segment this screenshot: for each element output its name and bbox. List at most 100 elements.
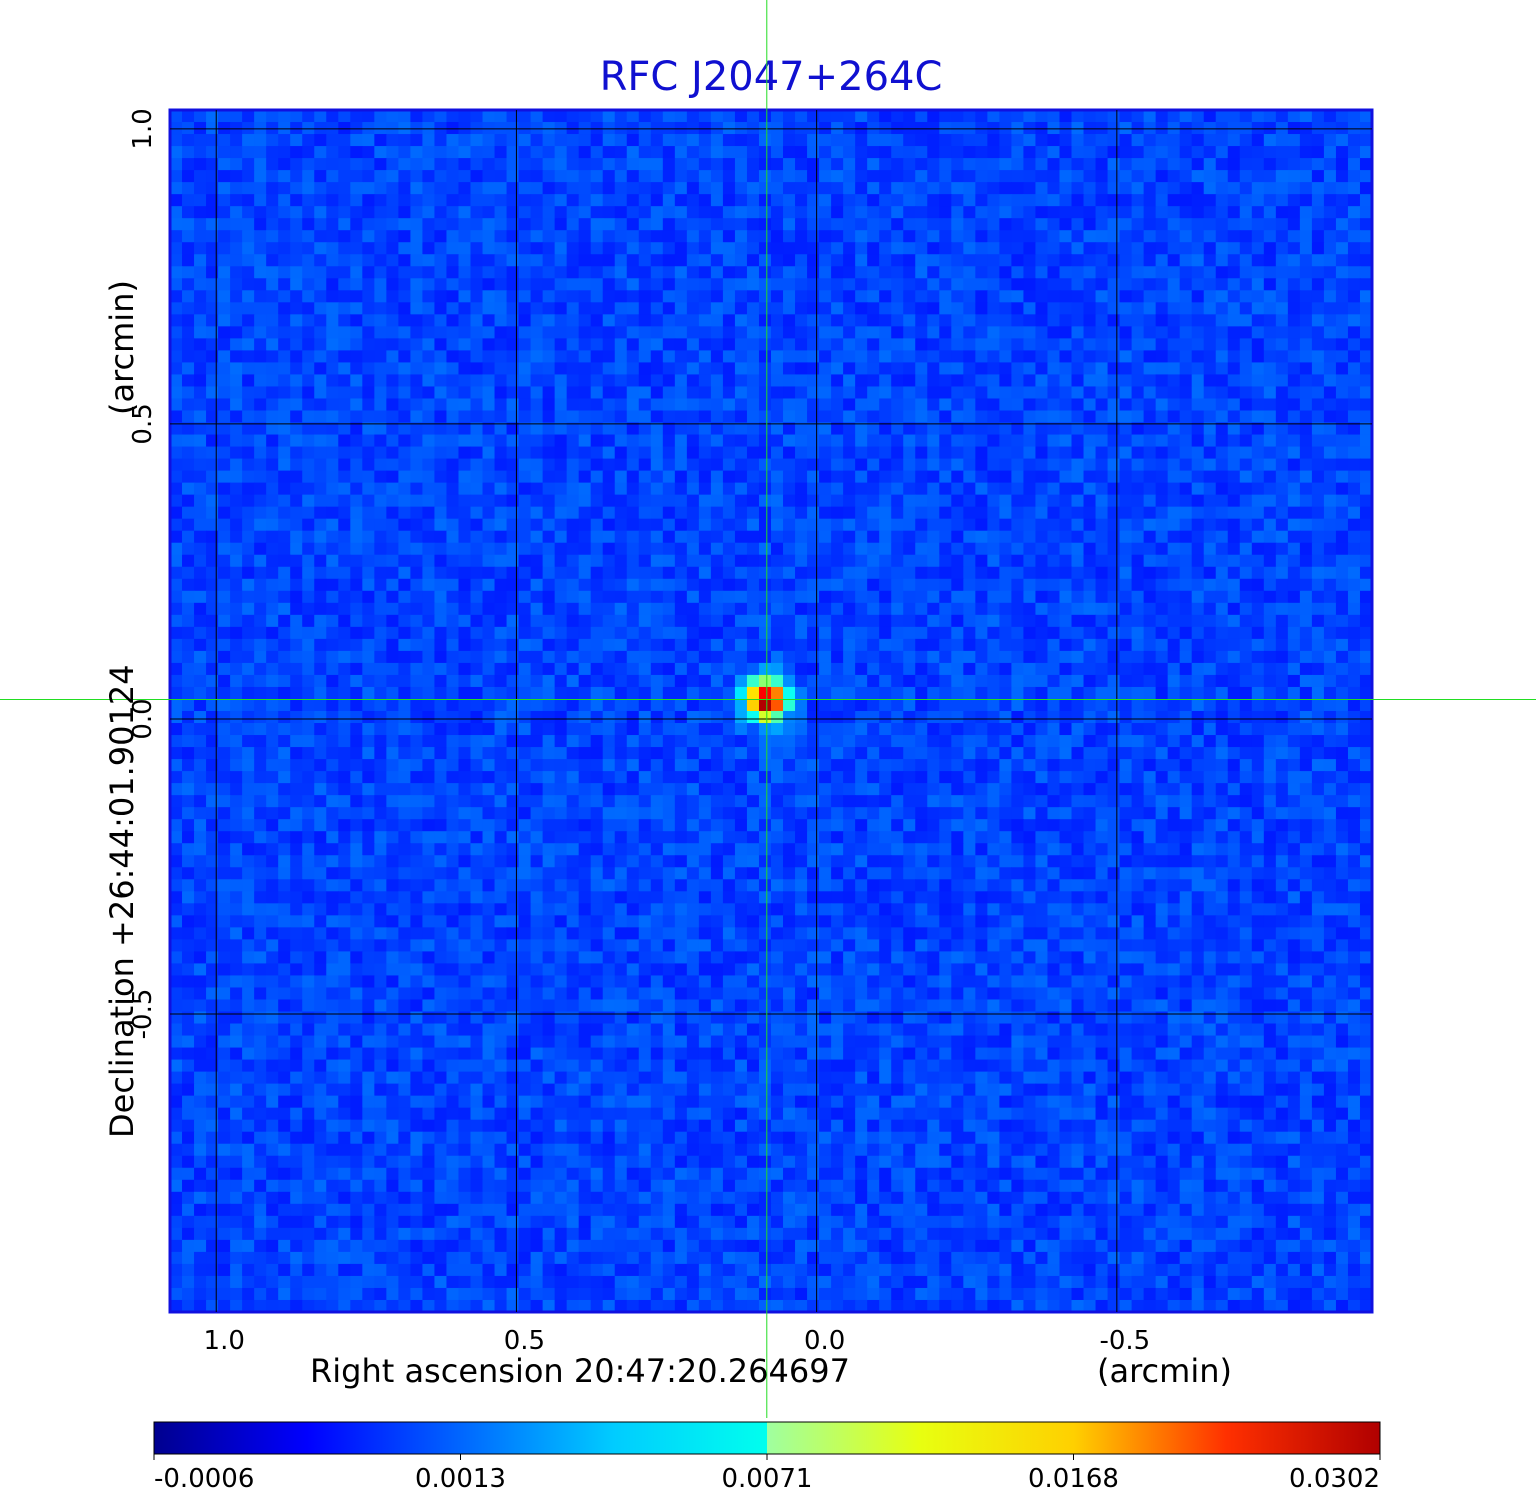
heatmap-cell <box>951 686 964 700</box>
heatmap-cell <box>326 506 339 520</box>
heatmap-cell <box>987 530 1000 544</box>
heatmap-cell <box>1239 626 1253 640</box>
heatmap-cell <box>314 134 327 147</box>
heatmap-cell <box>1167 626 1181 640</box>
heatmap-cell <box>795 122 808 135</box>
heatmap-cell <box>230 362 243 376</box>
heatmap-cell <box>891 230 904 243</box>
heatmap-cell <box>518 122 532 135</box>
heatmap-cell <box>446 266 460 279</box>
heatmap-cell <box>1131 110 1145 123</box>
heatmap-cell <box>867 578 880 592</box>
heatmap-cell <box>650 158 664 171</box>
heatmap-cell <box>1155 686 1169 700</box>
heatmap-cell <box>542 278 556 291</box>
heatmap-cell <box>1167 554 1181 568</box>
heatmap-cell <box>518 410 532 424</box>
heatmap-cell <box>242 110 255 123</box>
heatmap-cell <box>855 530 868 544</box>
heatmap-cell <box>542 158 556 171</box>
heatmap-cell <box>350 218 363 231</box>
heatmap-cell <box>698 206 712 219</box>
heatmap-cell <box>939 590 952 604</box>
heatmap-cell <box>1239 218 1253 231</box>
heatmap-cell <box>434 662 448 676</box>
heatmap-cell <box>194 230 207 243</box>
heatmap-cell <box>386 506 399 520</box>
heatmap-cell <box>566 602 580 616</box>
heatmap-cell <box>819 122 832 135</box>
heatmap-cell <box>1347 686 1361 700</box>
heatmap-cell <box>326 146 339 159</box>
heatmap-cell <box>1023 590 1037 604</box>
heatmap-cell <box>1335 338 1349 351</box>
heatmap-cell <box>795 182 808 195</box>
heatmap-cell <box>470 518 484 532</box>
heatmap-cell <box>398 650 411 664</box>
heatmap-cell <box>1011 566 1025 580</box>
heatmap-cell <box>807 674 820 688</box>
heatmap-cell <box>650 422 664 436</box>
heatmap-cell <box>506 302 520 315</box>
heatmap-cell <box>302 530 315 544</box>
heatmap-cell <box>350 158 363 171</box>
heatmap-cell <box>662 362 676 376</box>
heatmap-cell <box>446 602 460 616</box>
heatmap-cell <box>326 458 339 472</box>
heatmap-cell <box>326 566 339 580</box>
heatmap-cell <box>206 434 219 448</box>
heatmap-cell <box>867 662 880 676</box>
heatmap-cell <box>578 518 592 532</box>
heatmap-cell <box>398 566 411 580</box>
heatmap-cell <box>1347 626 1361 640</box>
heatmap-cell <box>1155 206 1169 219</box>
heatmap-cell <box>939 386 952 400</box>
heatmap-cell <box>915 422 928 436</box>
heatmap-cell <box>482 266 496 279</box>
heatmap-cell <box>254 518 267 532</box>
heatmap-cell <box>734 614 748 628</box>
heatmap-cell <box>1035 266 1049 279</box>
heatmap-cell <box>1263 254 1277 267</box>
heatmap-image <box>170 110 1372 1312</box>
heatmap-cell <box>1035 674 1049 688</box>
heatmap-cell <box>722 614 736 628</box>
heatmap-cell <box>1335 614 1349 628</box>
heatmap-cell <box>1251 626 1265 640</box>
heatmap-cell <box>1203 530 1217 544</box>
heatmap-cell <box>1323 470 1337 484</box>
heatmap-cell <box>987 590 1000 604</box>
heatmap-cell <box>1299 542 1313 556</box>
heatmap-cell <box>626 242 640 255</box>
heatmap-cell <box>891 290 904 303</box>
heatmap-cell <box>218 446 231 460</box>
heatmap-cell <box>734 434 748 448</box>
heatmap-cell <box>362 650 375 664</box>
heatmap-cell <box>1251 170 1265 183</box>
heatmap-cell <box>590 350 604 364</box>
heatmap-cell <box>542 434 556 448</box>
heatmap-cell <box>1023 254 1037 267</box>
heatmap-cell <box>903 638 916 652</box>
heatmap-cell <box>1239 266 1253 279</box>
heatmap-cell <box>1071 518 1085 532</box>
heatmap-cell <box>879 638 892 652</box>
heatmap-cell <box>963 638 976 652</box>
heatmap-cell <box>278 686 291 700</box>
heatmap-cell <box>843 650 856 664</box>
heatmap-cell <box>710 338 724 351</box>
heatmap-cell <box>470 326 484 339</box>
heatmap-cell <box>1035 506 1049 520</box>
heatmap-cell <box>182 482 195 496</box>
heatmap-cell <box>650 410 664 424</box>
heatmap-cell <box>506 638 520 652</box>
heatmap-cell <box>206 314 219 327</box>
heatmap-cell <box>1335 458 1349 472</box>
heatmap-cell <box>1335 194 1349 207</box>
heatmap-cell <box>951 314 964 327</box>
heatmap-cell <box>1119 266 1133 279</box>
heatmap-cell <box>891 326 904 339</box>
heatmap-cell <box>1251 482 1265 496</box>
heatmap-cell <box>1107 134 1121 147</box>
heatmap-cell <box>266 254 279 267</box>
